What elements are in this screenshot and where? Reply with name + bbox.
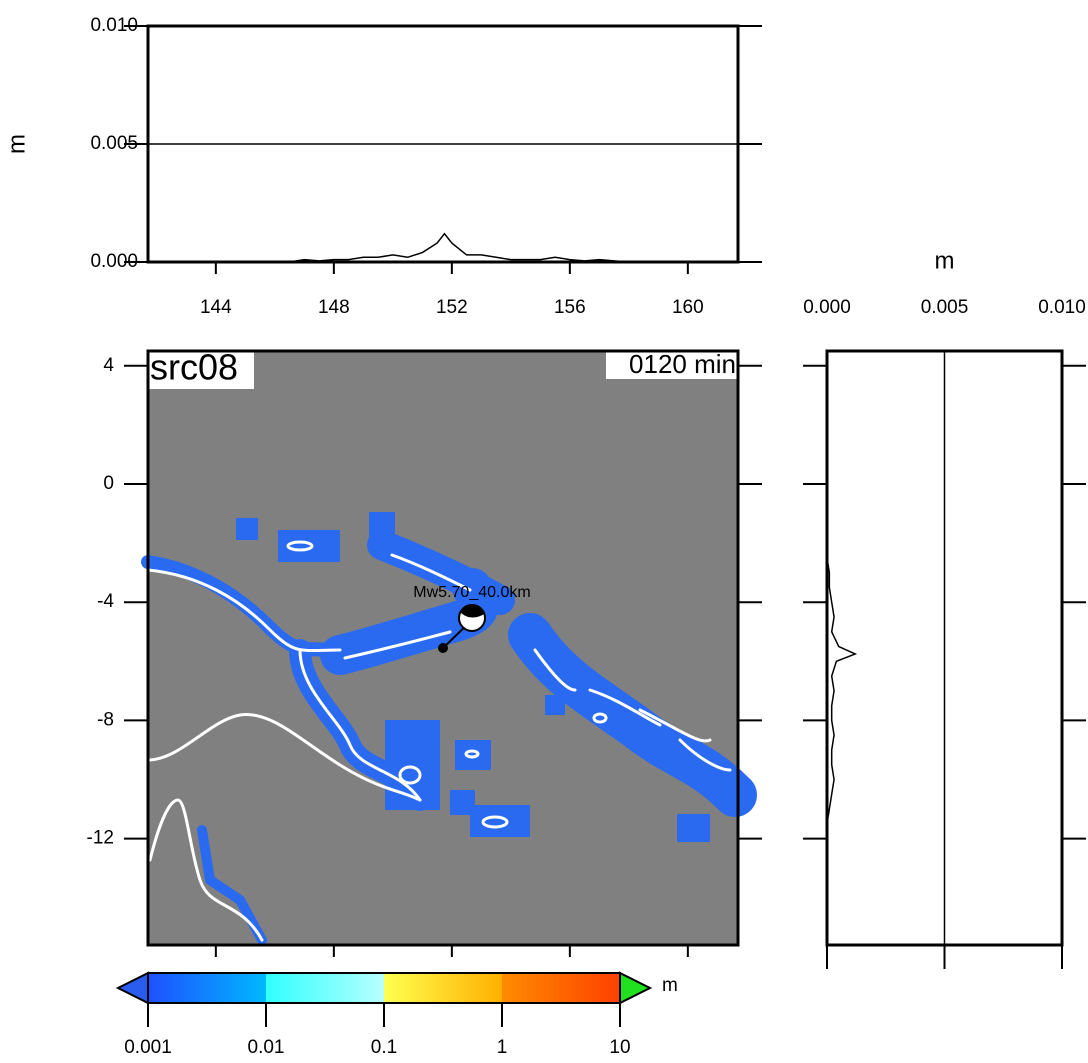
- colorbar-tick-label: 10: [609, 1037, 630, 1058]
- colorbar-tick-label: 0.1: [371, 1037, 397, 1058]
- x-tick-label: 0.010: [1038, 297, 1086, 318]
- color-segment: [502, 973, 620, 1003]
- y-tick-label: 4: [103, 355, 114, 376]
- y-tick-label: -12: [87, 828, 114, 849]
- x-tick-label: 156: [554, 297, 586, 318]
- x-tick-label: 0.000: [803, 297, 851, 318]
- frame: [146, 24, 740, 264]
- y-tick-label: 0.005: [90, 133, 138, 154]
- color-segment: [148, 973, 266, 1003]
- y-tick-label: 0: [103, 473, 114, 494]
- colorbar-tick-label: 1: [497, 1037, 508, 1058]
- map-title: src08: [150, 347, 238, 388]
- color-segment: [266, 973, 384, 1003]
- x-tick-label: 152: [436, 297, 468, 318]
- profile-line: [260, 232, 629, 263]
- colorbar-tick-label: 0.01: [248, 1037, 285, 1058]
- color-segment: [384, 973, 502, 1003]
- epicenter: [438, 604, 486, 653]
- x-tick-label: 0.005: [921, 297, 969, 318]
- coastline: [146, 540, 732, 942]
- x-axis-label: m: [935, 247, 955, 274]
- time-box: [606, 351, 738, 379]
- y-tick-label: -4: [97, 591, 114, 612]
- x-tick-label: 160: [672, 297, 704, 318]
- y-axis-label: m: [3, 134, 30, 154]
- x-tick-label: 148: [318, 297, 350, 318]
- frame: [146, 349, 740, 947]
- y-tick-label: 0.000: [90, 251, 138, 272]
- colorbar-label: m: [662, 975, 678, 996]
- y-tick-label: 0.010: [90, 15, 138, 36]
- under-triangle: [115, 971, 149, 1005]
- x-tick-label: 144: [200, 297, 232, 318]
- land: [141, 512, 757, 945]
- title-box: [148, 351, 254, 389]
- over-triangle: [619, 971, 653, 1005]
- time-label: 0120 min: [629, 349, 736, 379]
- event-label: Mw5.70_40.0km: [413, 584, 530, 601]
- profile-line: [826, 557, 858, 824]
- frame: [825, 349, 1064, 947]
- colorbar-tick-label: 0.001: [124, 1037, 172, 1058]
- y-tick-label: -8: [97, 709, 114, 730]
